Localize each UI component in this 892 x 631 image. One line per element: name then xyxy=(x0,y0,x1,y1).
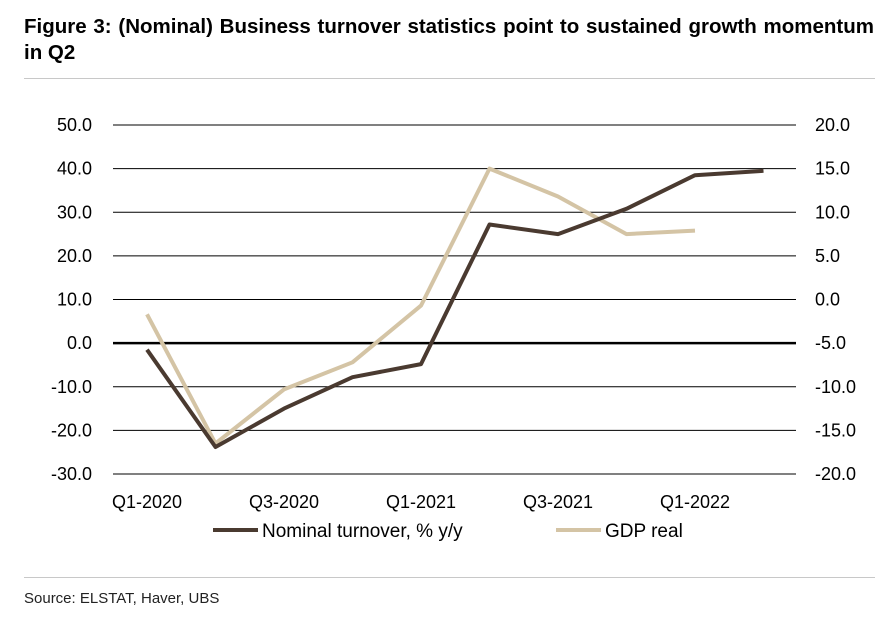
left-tick-label: -30.0 xyxy=(51,464,92,484)
left-tick-label: -10.0 xyxy=(51,377,92,397)
right-tick-label: 15.0 xyxy=(815,159,850,179)
x-tick-label: Q1-2021 xyxy=(386,492,456,512)
left-tick-label: 40.0 xyxy=(57,159,92,179)
source-note: Source: ELSTAT, Haver, UBS xyxy=(24,590,220,607)
source-divider xyxy=(24,577,875,578)
left-axis-ticks: -30.0 -20.0 -10.0 0.0 10.0 20.0 30.0 40.0 50.0 xyxy=(51,115,92,484)
left-tick-label: 0.0 xyxy=(67,333,92,353)
x-tick-label: Q3-2021 xyxy=(523,492,593,512)
left-tick-label: 10.0 xyxy=(57,290,92,310)
x-tick-label: Q1-2020 xyxy=(112,492,182,512)
gridlines xyxy=(113,124,796,475)
right-tick-label: 10.0 xyxy=(815,202,850,222)
x-axis-ticks: Q1-2020 Q3-2020 Q1-2021 Q3-2021 Q1-2022 xyxy=(112,492,730,512)
right-tick-label: -20.0 xyxy=(815,464,856,484)
series-line-gdp-real xyxy=(145,166,696,446)
right-axis-ticks: -20.0 -15.0 -10.0 -5.0 0.0 5.0 10.0 15.0 20.0 xyxy=(815,115,856,484)
left-tick-label: -20.0 xyxy=(51,420,92,440)
legend-label: Nominal turnover, % y/y xyxy=(262,521,463,542)
chart-title: Figure 3: (Nominal) Business turnover st… xyxy=(24,15,874,64)
left-tick-label: 30.0 xyxy=(57,202,92,222)
legend: Nominal turnover, % y/y GDP real xyxy=(213,521,683,542)
right-tick-label: 20.0 xyxy=(815,115,850,135)
series-line-nominal-turnover xyxy=(145,168,764,449)
right-tick-label: -10.0 xyxy=(815,377,856,397)
series-lines xyxy=(145,166,764,449)
left-tick-label: 20.0 xyxy=(57,246,92,266)
right-tick-label: 5.0 xyxy=(815,246,840,266)
line-chart: -30.0 -20.0 -10.0 0.0 10.0 20.0 30.0 40.0 50.0 -… xyxy=(51,115,856,542)
left-tick-label: 50.0 xyxy=(57,115,92,135)
x-tick-label: Q1-2022 xyxy=(660,492,730,512)
right-tick-label: 0.0 xyxy=(815,290,840,310)
right-tick-label: -15.0 xyxy=(815,420,856,440)
right-tick-label: -5.0 xyxy=(815,333,846,353)
x-tick-label: Q3-2020 xyxy=(249,492,319,512)
legend-label: GDP real xyxy=(605,521,683,542)
title-divider xyxy=(24,78,875,79)
